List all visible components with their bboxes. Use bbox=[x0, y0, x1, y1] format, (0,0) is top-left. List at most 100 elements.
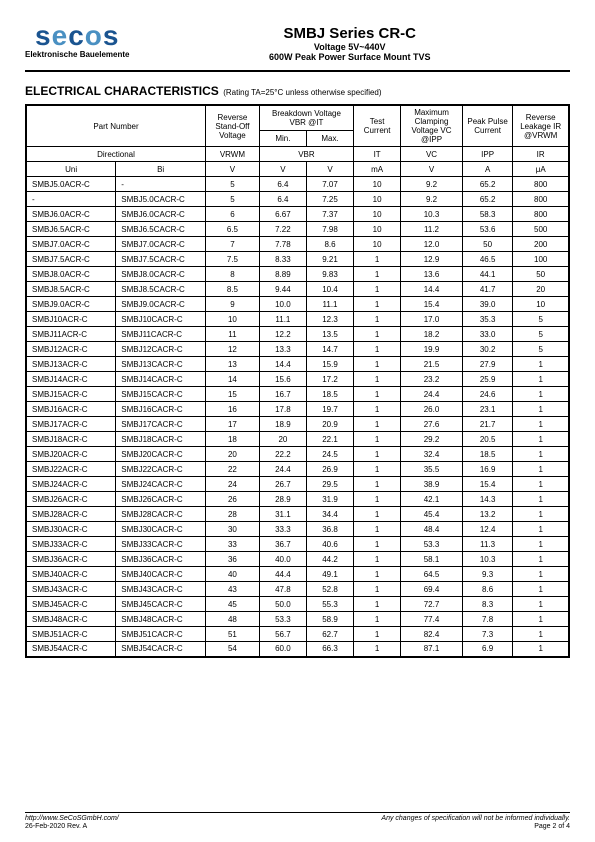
table-cell: SMBJ5.0CACR-C bbox=[116, 192, 206, 207]
th-unit-ua: μA bbox=[513, 162, 569, 177]
table-cell: 7.22 bbox=[259, 222, 306, 237]
table-cell: SMBJ40CACR-C bbox=[116, 567, 206, 582]
table-cell: 1 bbox=[354, 447, 401, 462]
table-cell: 9.83 bbox=[306, 267, 353, 282]
table-cell: 9.2 bbox=[401, 192, 463, 207]
table-cell: 27.9 bbox=[462, 357, 512, 372]
table-cell: 13.3 bbox=[259, 342, 306, 357]
table-cell: 58.1 bbox=[401, 552, 463, 567]
table-cell: 14.4 bbox=[259, 357, 306, 372]
characteristics-table: Part Number Reverse Stand-Off Voltage Br… bbox=[25, 104, 570, 658]
table-cell: 44.1 bbox=[462, 267, 512, 282]
table-cell: 14.4 bbox=[401, 282, 463, 297]
table-cell: 44.2 bbox=[306, 552, 353, 567]
table-row: SMBJ8.0ACR-CSMBJ8.0CACR-C88.899.83113.64… bbox=[26, 267, 569, 282]
th-reverse-leak: Reverse Leakage IR @VRWM bbox=[513, 105, 569, 147]
table-cell: 30.2 bbox=[462, 342, 512, 357]
table-cell: 1 bbox=[354, 627, 401, 642]
table-cell: 72.7 bbox=[401, 597, 463, 612]
table-cell: 1 bbox=[354, 402, 401, 417]
th-ir: IR bbox=[513, 147, 569, 162]
table-cell: 21.7 bbox=[462, 417, 512, 432]
table-cell: SMBJ15CACR-C bbox=[116, 387, 206, 402]
table-cell: 5 bbox=[206, 192, 260, 207]
table-cell: 1 bbox=[354, 297, 401, 312]
footer-line-1: http://www.SeCoSGmbH.com/ Any changes of… bbox=[25, 812, 570, 822]
table-cell: SMBJ45CACR-C bbox=[116, 597, 206, 612]
table-cell: 58.3 bbox=[462, 207, 512, 222]
table-cell: 16.7 bbox=[259, 387, 306, 402]
footer-date: 26-Feb-2020 Rev. A bbox=[25, 823, 87, 830]
table-cell: SMBJ14ACR-C bbox=[26, 372, 116, 387]
table-cell: 1 bbox=[354, 477, 401, 492]
table-cell: SMBJ5.0ACR-C bbox=[26, 177, 116, 192]
th-unit-v1: V bbox=[206, 162, 260, 177]
table-cell: 44.4 bbox=[259, 567, 306, 582]
table-row: SMBJ26ACR-CSMBJ26CACR-C2628.931.9142.114… bbox=[26, 492, 569, 507]
table-cell: 29.5 bbox=[306, 477, 353, 492]
table-cell: SMBJ6.0CACR-C bbox=[116, 207, 206, 222]
table-cell: 11.3 bbox=[462, 537, 512, 552]
table-cell: 1 bbox=[513, 642, 569, 657]
table-cell: 1 bbox=[513, 567, 569, 582]
table-cell: 12 bbox=[206, 342, 260, 357]
table-cell: 55.3 bbox=[306, 597, 353, 612]
table-cell: 54 bbox=[206, 642, 260, 657]
table-cell: SMBJ8.0CACR-C bbox=[116, 267, 206, 282]
table-cell: 24 bbox=[206, 477, 260, 492]
th-max: Max. bbox=[306, 130, 353, 146]
table-row: SMBJ10ACR-CSMBJ10CACR-C1011.112.3117.035… bbox=[26, 312, 569, 327]
table-cell: 34.4 bbox=[306, 507, 353, 522]
table-cell: 7.07 bbox=[306, 177, 353, 192]
table-cell: 12.9 bbox=[401, 252, 463, 267]
th-unit-v3: V bbox=[306, 162, 353, 177]
footer-url: http://www.SeCoSGmbH.com/ bbox=[25, 815, 119, 822]
table-cell: 1 bbox=[354, 372, 401, 387]
table-cell: 36 bbox=[206, 552, 260, 567]
table-cell: SMBJ8.5CACR-C bbox=[116, 282, 206, 297]
table-cell: 47.8 bbox=[259, 582, 306, 597]
table-cell: 7.8 bbox=[462, 612, 512, 627]
table-cell: 66.3 bbox=[306, 642, 353, 657]
table-cell: 46.5 bbox=[462, 252, 512, 267]
footer-page: Page 2 of 4 bbox=[534, 823, 570, 830]
table-cell: 25.9 bbox=[462, 372, 512, 387]
table-cell: 22 bbox=[206, 462, 260, 477]
table-cell: 65.2 bbox=[462, 192, 512, 207]
table-cell: 1 bbox=[354, 567, 401, 582]
table-cell: SMBJ13ACR-C bbox=[26, 357, 116, 372]
table-cell: 10 bbox=[354, 222, 401, 237]
table-cell: SMBJ10ACR-C bbox=[26, 312, 116, 327]
table-cell: 1 bbox=[354, 462, 401, 477]
table-row: SMBJ30ACR-CSMBJ30CACR-C3033.336.8148.412… bbox=[26, 522, 569, 537]
table-cell: 1 bbox=[354, 342, 401, 357]
table-cell: 800 bbox=[513, 207, 569, 222]
logo-tagline: Elektronische Bauelemente bbox=[25, 50, 129, 59]
table-cell: 11.1 bbox=[306, 297, 353, 312]
table-cell: 12.4 bbox=[462, 522, 512, 537]
table-cell: 16 bbox=[206, 402, 260, 417]
footer: http://www.SeCoSGmbH.com/ Any changes of… bbox=[25, 812, 570, 830]
table-cell: 23.1 bbox=[462, 402, 512, 417]
table-cell: 1 bbox=[354, 417, 401, 432]
table-cell: 20.5 bbox=[462, 432, 512, 447]
table-cell: 13.6 bbox=[401, 267, 463, 282]
table-cell: 20 bbox=[259, 432, 306, 447]
table-cell: SMBJ9.0ACR-C bbox=[26, 297, 116, 312]
table-cell: 1 bbox=[354, 582, 401, 597]
table-cell: SMBJ7.0ACR-C bbox=[26, 237, 116, 252]
table-cell: 69.4 bbox=[401, 582, 463, 597]
table-cell: 9.2 bbox=[401, 177, 463, 192]
th-test-current: Test Current bbox=[354, 105, 401, 147]
th-it: IT bbox=[354, 147, 401, 162]
table-cell: SMBJ43CACR-C bbox=[116, 582, 206, 597]
table-cell: 7.3 bbox=[462, 627, 512, 642]
table-cell: SMBJ11CACR-C bbox=[116, 327, 206, 342]
table-cell: SMBJ6.5CACR-C bbox=[116, 222, 206, 237]
table-cell: 10 bbox=[354, 207, 401, 222]
table-cell: 56.7 bbox=[259, 627, 306, 642]
table-cell: 8.6 bbox=[462, 582, 512, 597]
table-row: SMBJ17ACR-CSMBJ17CACR-C1718.920.9127.621… bbox=[26, 417, 569, 432]
table-cell: 13.2 bbox=[462, 507, 512, 522]
table-cell: 1 bbox=[354, 357, 401, 372]
